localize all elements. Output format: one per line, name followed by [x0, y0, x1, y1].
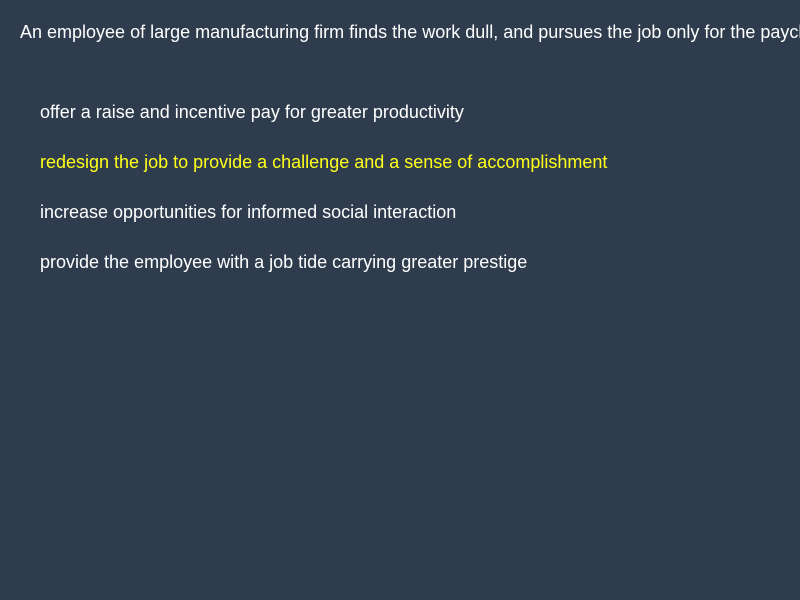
answer-option-1[interactable]: offer a raise and incentive pay for grea…: [40, 102, 464, 122]
answer-option-2[interactable]: redesign the job to provide a challenge …: [40, 152, 608, 172]
question-text: An employee of large manufacturing firm …: [20, 22, 800, 42]
answer-option-3[interactable]: increase opportunities for informed soci…: [40, 202, 457, 222]
answer-option-4[interactable]: provide the employee with a job tide car…: [40, 252, 528, 272]
answer-options-list: offer a raise and incentive pay for grea…: [40, 100, 607, 300]
